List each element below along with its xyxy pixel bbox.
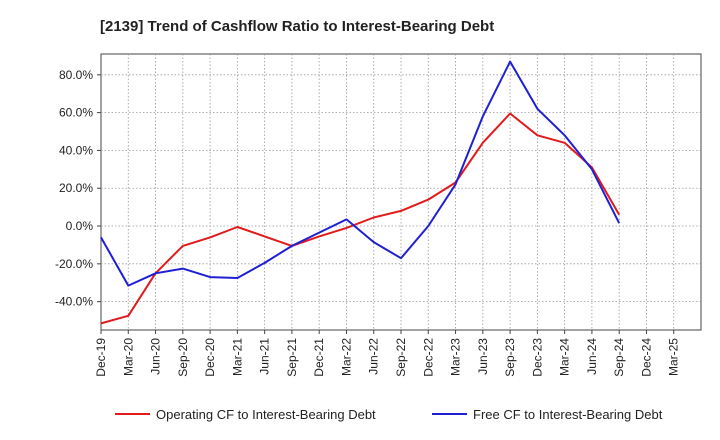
- x-tick-label: Sep-22: [394, 338, 408, 377]
- x-tick-label: Mar-20: [121, 338, 135, 376]
- grid-layer: [101, 54, 701, 330]
- y-tick-label: 40.0%: [59, 143, 93, 157]
- x-tick-label: Jun-23: [476, 338, 490, 375]
- x-tick-label: Mar-24: [558, 338, 572, 376]
- x-tick-label: Dec-20: [203, 338, 217, 377]
- x-tick-label: Jun-21: [258, 338, 272, 375]
- y-tick-label: 0.0%: [66, 219, 94, 233]
- series-line-1: [100, 112, 621, 325]
- y-tick-label: -20.0%: [55, 257, 93, 271]
- x-tick-label: Jun-22: [367, 338, 381, 375]
- x-tick-label: Sep-23: [503, 338, 517, 377]
- legend-label-1: Operating CF to Interest-Bearing Debt: [156, 407, 376, 422]
- x-tick-label: Mar-22: [339, 338, 353, 376]
- x-tick-label: Dec-21: [312, 338, 326, 377]
- y-axis: 80.0% 60.0% 40.0% 20.0% 0.0% -20.0% -40.0%: [55, 68, 101, 309]
- x-tick-label: Jun-20: [149, 338, 163, 375]
- x-tick-label: Dec-22: [421, 338, 435, 377]
- legend: Operating CF to Interest-Bearing Debt Fre…: [115, 407, 663, 422]
- x-tick-label: Dec-23: [530, 338, 544, 377]
- x-tick-label: Sep-20: [176, 338, 190, 377]
- y-tick-label: -40.0%: [55, 295, 93, 309]
- x-tick-label: Mar-23: [449, 338, 463, 376]
- x-tick-label: Jun-24: [585, 338, 599, 375]
- x-tick-label: Sep-24: [612, 338, 626, 377]
- chart-title: [2139] Trend of Cashflow Ratio to Intere…: [100, 18, 494, 35]
- x-tick-label: Dec-24: [639, 338, 653, 377]
- y-tick-label: 60.0%: [59, 106, 93, 120]
- series-layer: [100, 60, 621, 325]
- legend-label-2: Free CF to Interest-Bearing Debt: [473, 407, 663, 422]
- x-tick-label: Dec-19: [94, 338, 108, 377]
- series-line-2: [100, 60, 621, 287]
- x-axis: Dec-19 Mar-20 Jun-20 Sep-20 Dec-20 Mar-21 Jun-…: [94, 330, 681, 377]
- x-tick-label: Mar-21: [230, 338, 244, 376]
- y-tick-label: 80.0%: [59, 68, 93, 82]
- x-tick-label: Mar-25: [667, 338, 681, 376]
- x-tick-label: Sep-21: [285, 338, 299, 377]
- y-tick-label: 20.0%: [59, 181, 93, 195]
